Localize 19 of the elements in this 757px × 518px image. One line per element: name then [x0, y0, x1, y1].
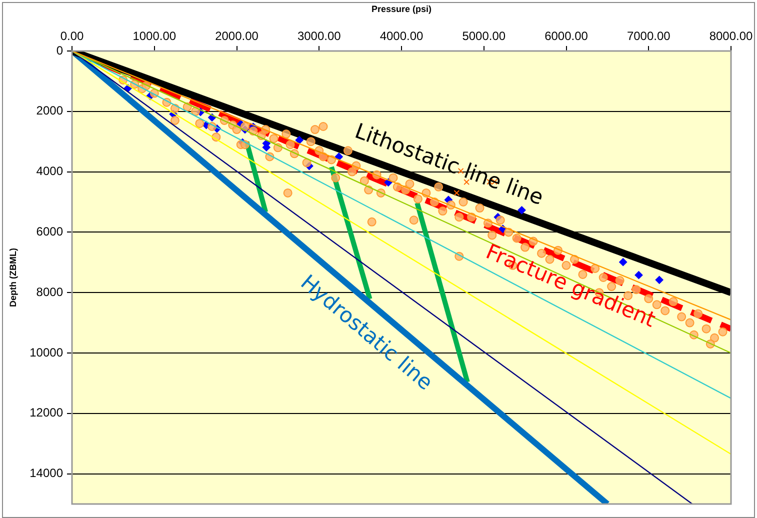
x-tick-label: 3000.00: [297, 29, 342, 44]
x-tick-label: 1000.00: [132, 29, 176, 44]
x-tick-label: 6000.00: [544, 29, 588, 44]
x-tick-label: 0.00: [60, 29, 84, 44]
x-tick-label: 5000.00: [462, 29, 506, 44]
x-tick-label: 4000.00: [380, 29, 424, 44]
x-tick-label: 7000.00: [626, 29, 671, 44]
y-tick-label: 4000: [36, 164, 64, 178]
y-tick-label: 0: [56, 43, 64, 58]
y-axis-title: Depth (ZBML): [8, 248, 18, 307]
y-tick-label: 12000: [30, 406, 64, 420]
y-tick-label: 2000: [36, 104, 64, 118]
y-tick-label: 14000: [30, 466, 64, 480]
y-tick-label: 8000: [36, 284, 64, 299]
x-axis-title: Pressure (psi): [371, 4, 432, 14]
x-tick-label: 8000.00: [709, 29, 754, 44]
y-tick-label: 6000: [36, 224, 64, 239]
y-tick-label: 10000: [30, 345, 64, 360]
x-tick-label: 2000.00: [215, 29, 259, 44]
